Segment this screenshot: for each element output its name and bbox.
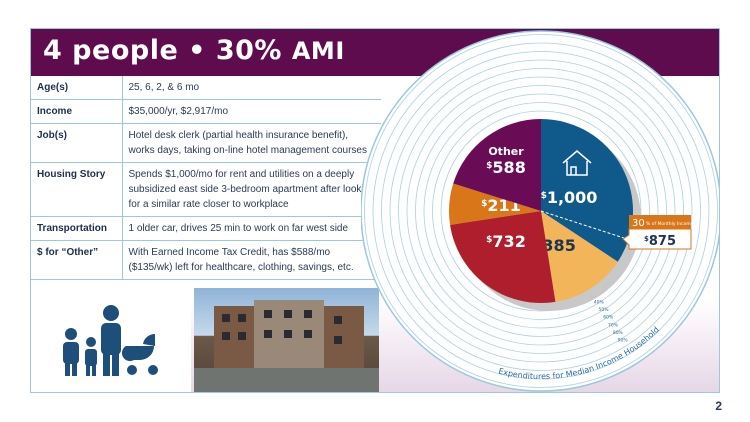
ring-label: 90%: [618, 338, 629, 344]
ring: [372, 42, 710, 380]
row-value: 1 older car, drives 25 min to work on fa…: [122, 216, 381, 241]
row-label: Income: [31, 99, 123, 124]
house-icon: [562, 150, 592, 176]
ring: [389, 59, 693, 363]
ring: [423, 93, 659, 329]
pie-slice-housing: [541, 119, 633, 262]
table-row: Income $35,000/yr, $2,917/mo: [31, 99, 381, 124]
row-value: Hotel desk clerk (partial health insuran…: [122, 123, 381, 163]
pie-slice-childcare: [449, 183, 541, 225]
ring-label: 70%: [608, 322, 619, 328]
row-label: $ for “Other”: [31, 240, 123, 280]
page-number: 2: [715, 399, 722, 413]
callout-value: $875: [644, 234, 676, 249]
row-label: Transportation: [31, 216, 123, 241]
family-pictogram: [31, 286, 191, 392]
family-icon: [63, 305, 158, 376]
slice-value-label: $588: [486, 158, 526, 177]
row-value: With Earned Income Tax Credit, has $588/…: [122, 240, 381, 280]
pie-slice-other: [453, 119, 541, 211]
table-row: Transportation 1 older car, drives 25 min…: [31, 216, 381, 241]
row-label: Age(s): [31, 76, 123, 100]
callout-pct: 30: [632, 218, 645, 229]
slice-value-label: $732: [486, 232, 526, 251]
title-ami: AMI: [291, 37, 345, 65]
table-row: Age(s) 25, 6, 2, & 6 mo: [31, 76, 381, 100]
ring: [432, 102, 650, 320]
row-value: $35,000/yr, $2,917/mo: [122, 99, 381, 124]
slice-name-other: Other: [488, 145, 524, 158]
ring: [440, 110, 642, 312]
table-row: Job(s) Hotel desk clerk (partial health i…: [31, 123, 381, 163]
apartment-building-image: [194, 300, 379, 392]
ring-label: 50%: [599, 307, 610, 313]
apartment-photo: [194, 288, 379, 392]
ring: [406, 76, 676, 346]
ring: [364, 34, 718, 388]
thirty-percent-callout: 30% of Monthly Income: $875: [622, 215, 695, 250]
row-label: Job(s): [31, 123, 123, 163]
ring: [398, 68, 684, 354]
pie-slice-transportation: [541, 211, 618, 302]
row-label: Housing Story: [31, 162, 123, 217]
slide-content: 4 people • 30% AMI Age(s) 25, 6, 2, & 6 m…: [30, 28, 720, 393]
thirty-percent-line: [540, 210, 629, 240]
table-row: $ for “Other” With Earned Income Tax Cred…: [31, 240, 381, 280]
title-text: 4 people • 30%: [43, 35, 282, 66]
slice-value-label: $1,000: [541, 188, 598, 207]
row-value: 25, 6, 2, & 6 mo: [122, 76, 381, 100]
expenditure-pie-chart: 30%40%50%60%70%80%90%Expenditures for Me…: [361, 30, 719, 392]
row-value: Spends $1,000/mo for rent and utilities …: [122, 162, 381, 217]
profile-table: Age(s) 25, 6, 2, & 6 mo Income $35,000/yr, …: [31, 76, 381, 280]
ring-label: 80%: [613, 330, 624, 336]
ring-label: 60%: [603, 315, 614, 321]
ring: [415, 85, 667, 337]
ring-label: 40%: [594, 299, 605, 305]
ring: [381, 51, 701, 371]
table-row: Housing Story Spends $1,000/mo for rent a…: [31, 162, 381, 217]
callout-text: % of Monthly Income:: [646, 221, 695, 227]
pie-slice-food: [450, 211, 556, 303]
